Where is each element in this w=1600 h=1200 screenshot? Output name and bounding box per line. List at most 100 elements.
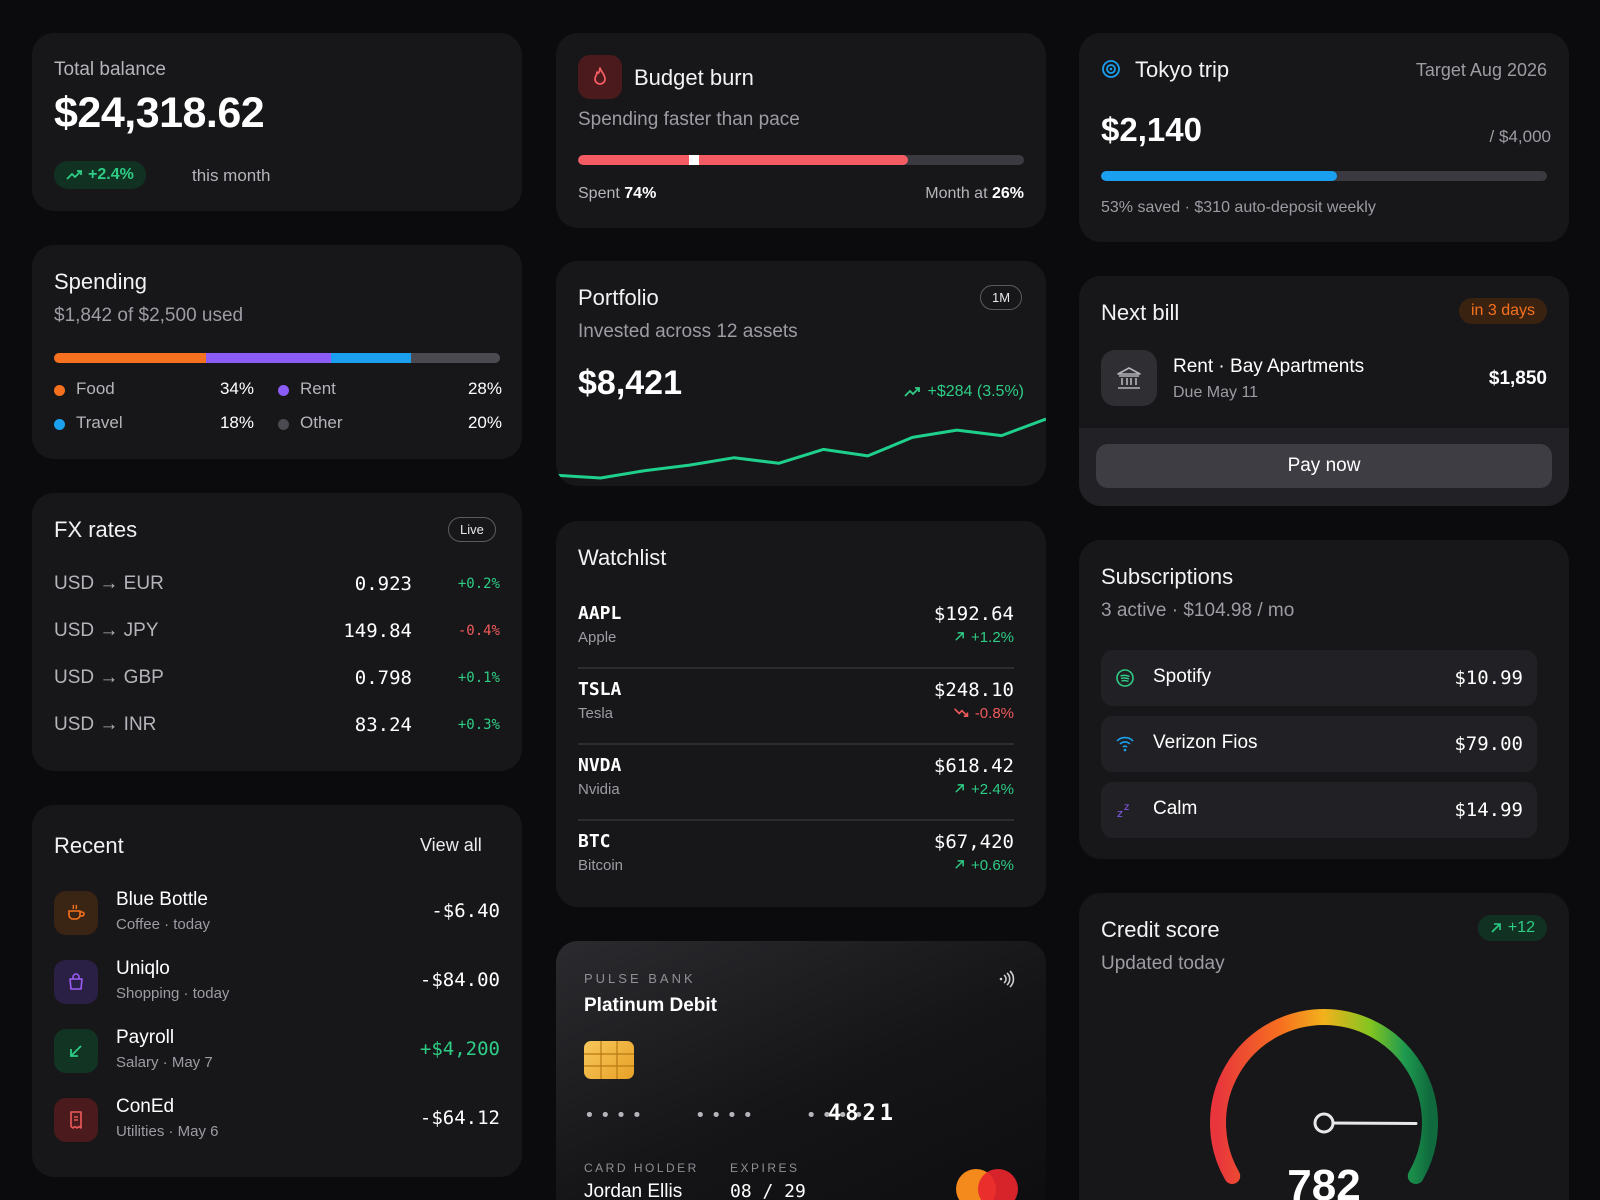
budget-spent-label: Spent: [578, 185, 620, 202]
legend-percent: 20%: [467, 413, 502, 432]
card-expiry: 08 / 29: [730, 1181, 806, 1200]
balance-change-badge: +2.4%: [54, 161, 146, 189]
credit-change-badge: +12: [1477, 915, 1547, 941]
subscription-row[interactable]: z z Calm $14.99: [1101, 782, 1537, 838]
transaction-amount: -$84.00: [419, 969, 500, 991]
credit-score-gauge: [1210, 1009, 1438, 1184]
transaction-amount: +$4,200: [419, 1038, 500, 1060]
subscriptions-subtitle: 3 active · $104.98 / mo: [1101, 600, 1295, 621]
legend-label: Travel: [76, 413, 123, 432]
watchlist-card: Watchlist AAPL Apple $192.64 +1.2% TSLA Tesla…: [556, 521, 1046, 907]
spending-breakdown-bar: [54, 353, 500, 363]
watchlist-row[interactable]: BTC Bitcoin $67,420 +0.6%: [578, 831, 1014, 887]
card-last4: 4821: [828, 1101, 897, 1126]
card-holder-label: CARD HOLDER: [584, 1161, 699, 1175]
subscription-name: Calm: [1153, 798, 1198, 819]
svg-text:z: z: [1117, 807, 1123, 820]
ticker-price: $192.64: [933, 603, 1014, 625]
legend-label: Rent: [300, 379, 336, 398]
subscription-row[interactable]: Verizon Fios $79.00: [1101, 716, 1537, 772]
legend-dot-food: [54, 385, 65, 396]
subscription-price: $79.00: [1454, 733, 1523, 755]
fx-rate: 83.24: [354, 714, 412, 736]
budget-spent-pct: 74%: [624, 185, 657, 202]
fx-pair: USD → INR: [54, 714, 157, 735]
budget-month-label: Month at: [925, 185, 988, 202]
arrow-up-right-icon: [954, 629, 965, 646]
fx-pair: USD → GBP: [54, 667, 164, 688]
watchlist-title: Watchlist: [578, 545, 667, 570]
recent-card: Recent View all Blue Bottle Coffee · toda…: [32, 805, 522, 1177]
bank-building-icon: [1101, 350, 1157, 406]
ticker-symbol: TSLA: [578, 679, 622, 700]
ticker-change: +1.2%: [954, 629, 1014, 646]
pay-now-button[interactable]: Pay now: [1096, 444, 1552, 488]
legend-dot-travel: [54, 419, 65, 430]
view-all-link[interactable]: View all: [420, 835, 482, 855]
goal-target-date: Target Aug 2026: [1415, 60, 1547, 80]
budget-burn-card: Budget burn Spending faster than pace Sp…: [556, 33, 1046, 228]
ticker-change: -0.8%: [953, 705, 1014, 722]
watchlist-divider: [578, 819, 1014, 821]
balance-period: this month: [192, 166, 271, 185]
ticker-symbol: NVDA: [578, 755, 622, 776]
live-badge: Live: [448, 517, 496, 542]
ticker-change-text: +1.2%: [971, 629, 1014, 646]
ticker-change: +0.6%: [954, 857, 1014, 874]
spending-segment-other: [410, 353, 500, 363]
legend-percent: 34%: [219, 379, 254, 398]
ticker-price: $248.10: [933, 679, 1014, 701]
fx-change: +0.1%: [457, 670, 500, 686]
portfolio-title: Portfolio: [578, 285, 659, 310]
subscription-row[interactable]: Spotify $10.99: [1101, 650, 1537, 706]
shopping-bag-icon: [54, 960, 98, 1004]
legend-label: Other: [300, 413, 343, 432]
ticker-name: Nvidia: [578, 781, 620, 798]
watchlist-row[interactable]: TSLA Tesla $248.10 -0.8%: [578, 679, 1014, 735]
goal-note: 53% saved · $310 auto-deposit weekly: [1101, 199, 1376, 216]
transaction-meta: Shopping · today: [116, 985, 230, 1002]
debit-card[interactable]: PULSE BANK Platinum Debit •••• •••• ••••…: [556, 941, 1046, 1200]
fx-rate: 0.923: [354, 573, 412, 595]
portfolio-value: $8,421: [578, 364, 682, 402]
transaction-amount: -$64.12: [419, 1107, 500, 1129]
ticker-symbol: BTC: [578, 831, 611, 852]
wifi-icon: [1115, 734, 1135, 759]
watchlist-row[interactable]: NVDA Nvidia $618.42 +2.4%: [578, 755, 1014, 811]
bank-name: PULSE BANK: [584, 971, 696, 986]
spending-title: Spending: [54, 269, 147, 294]
trend-up-icon: [904, 387, 921, 397]
arrow-up-right-icon: [954, 857, 965, 874]
fx-rate: 0.798: [354, 667, 412, 689]
legend-dot-other: [278, 419, 289, 430]
credit-subtitle: Updated today: [1101, 953, 1225, 974]
budget-subtitle: Spending faster than pace: [578, 109, 800, 130]
goal-progress-bar: [1101, 171, 1547, 181]
legend-percent: 18%: [219, 413, 254, 432]
bill-due-date: Due May 11: [1173, 384, 1259, 401]
transaction-name: Blue Bottle: [116, 889, 208, 910]
contactless-icon: [999, 970, 1015, 988]
bill-footer: Pay now: [1079, 428, 1569, 506]
bill-amount: $1,850: [1488, 368, 1547, 389]
card-holder: Jordan Ellis: [584, 1181, 683, 1200]
coffee-icon: [54, 891, 98, 935]
month-pace-marker: [688, 155, 699, 165]
flame-icon: [578, 55, 622, 99]
fx-change: +0.3%: [457, 717, 500, 733]
subscription-price: $14.99: [1454, 799, 1523, 821]
arrow-up-right-icon: [1491, 923, 1501, 933]
goal-progress-fill: [1101, 171, 1338, 181]
credit-score-value: 782: [1287, 1161, 1361, 1200]
transaction-meta: Salary · May 7: [116, 1054, 213, 1071]
total-balance-card: Total balance $24,318.62 +2.4% this mont…: [32, 33, 522, 211]
legend-percent: 28%: [467, 379, 502, 398]
card-product: Platinum Debit: [584, 995, 718, 1016]
bill-title: Next bill: [1101, 300, 1180, 325]
portfolio-card: Portfolio 1M Invested across 12 assets $…: [556, 261, 1046, 486]
subscription-price: $10.99: [1454, 667, 1523, 689]
spending-segment-rent: [205, 353, 331, 363]
legend-dot-rent: [278, 385, 289, 396]
watchlist-row[interactable]: AAPL Apple $192.64 +1.2%: [578, 603, 1014, 659]
range-selector[interactable]: 1M: [980, 285, 1023, 310]
